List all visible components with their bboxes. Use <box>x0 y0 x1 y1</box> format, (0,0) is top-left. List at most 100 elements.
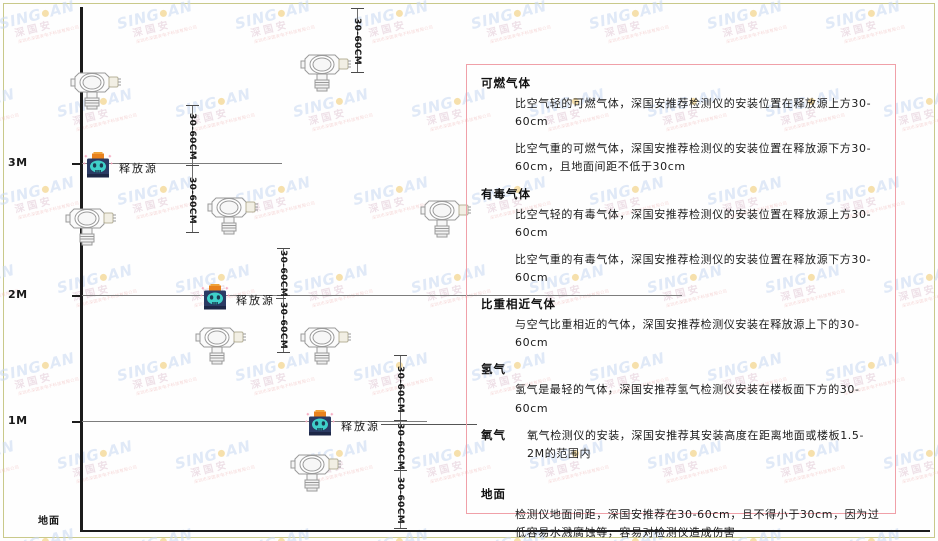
watermark-subtitle: 深圳市深国安电子科技有限公司 <box>843 24 906 45</box>
watermark-dot-icon <box>159 361 168 370</box>
guideline-paragraph: 检测仪地面间距，深国安推荐在30-60cm，且不得小于30cm，因为过低容易水溅… <box>515 507 880 540</box>
watermark-subtitle: 深圳市深国安电子科技有限公司 <box>75 288 138 309</box>
watermark-subtitle: 深圳市深国安电子科技有限公司 <box>135 200 198 221</box>
guideline-heading: 可燃气体 <box>481 76 531 90</box>
watermark-dot-icon <box>925 449 934 458</box>
watermark-subtitle: 深圳市深国安电子科技有限公司 <box>75 464 138 485</box>
gas-detector <box>195 323 251 369</box>
gas-detector <box>70 68 126 114</box>
gas-detector <box>300 50 356 96</box>
y-axis <box>80 7 83 530</box>
watermark-dot-icon <box>867 9 876 18</box>
watermark-chinese: 深国安 <box>189 459 231 480</box>
release-source <box>83 152 113 186</box>
gas-detector-icon <box>300 54 351 92</box>
watermark-dot-icon <box>277 9 286 18</box>
gas-detector-icon <box>70 72 121 110</box>
watermark-dot-icon <box>99 449 108 458</box>
dimension-line <box>400 355 401 528</box>
gas-detector <box>290 450 346 496</box>
axis-label-1m: 1M <box>8 414 28 427</box>
dimension-tick <box>186 232 199 233</box>
watermark-chinese: 深国安 <box>307 283 349 304</box>
guideline-paragraph: 与空气比重相近的气体，深国安推荐检测仪安装在释放源上下的30-60cm <box>515 318 860 350</box>
watermark-dot-icon <box>513 9 522 18</box>
watermark-subtitle: 深圳市深国安电子科技有限公司 <box>193 464 256 485</box>
dimension-label: 30-60CM <box>187 176 197 224</box>
watermark-chinese: 深国安 <box>367 19 409 40</box>
dimension-tick <box>394 420 407 421</box>
watermark-dot-icon <box>453 449 462 458</box>
guideline-heading: 氢气 <box>481 362 506 377</box>
dimension-tick <box>277 248 290 249</box>
gas-detector <box>420 196 476 242</box>
gas-detector-icon <box>290 454 341 492</box>
watermark-dot-icon <box>925 273 934 282</box>
dimension-label: 30-60CM <box>352 18 362 66</box>
watermark-chinese: 深国安 <box>897 283 938 304</box>
watermark-chinese: 深国安 <box>721 19 763 40</box>
watermark-subtitle: 深圳市深国安电子科技有限公司 <box>135 376 198 397</box>
watermark-subtitle: 深圳市深国安电子科技有限公司 <box>253 200 316 221</box>
watermark-dot-icon <box>631 9 640 18</box>
watermark-chinese: 深国安 <box>71 283 113 304</box>
watermark-chinese: 深国安 <box>485 19 527 40</box>
watermark-subtitle: 深圳市深国安电子科技有限公司 <box>135 24 198 45</box>
dimension-line <box>192 105 193 232</box>
watermark-dot-icon <box>217 273 226 282</box>
watermark-chinese: 深国安 <box>307 107 349 128</box>
dimension-tick <box>277 352 290 353</box>
watermark-dot-icon <box>41 185 50 194</box>
guideline-heading: 有毒气体 <box>481 186 531 201</box>
release-source-leader <box>381 424 477 425</box>
release-source <box>305 410 335 444</box>
axis-label-3m: 3M <box>8 156 28 169</box>
watermark-dot-icon <box>159 9 168 18</box>
watermark-chinese: 深国安 <box>71 459 113 480</box>
watermark-dot-icon <box>335 97 344 106</box>
watermark-subtitle: 深圳市深国安电子科技有限公司 <box>371 24 434 45</box>
watermark-dot-icon <box>453 273 462 282</box>
dimension-line <box>357 8 358 72</box>
watermark-subtitle: 深圳市深国安电子科技有限公司 <box>489 24 552 45</box>
watermark-dot-icon <box>277 361 286 370</box>
watermark-subtitle: 深圳市深国安电子科技有限公司 <box>253 376 316 397</box>
watermark-dot-icon <box>41 9 50 18</box>
gas-detector <box>65 204 121 250</box>
guideline-paragraph: 比空气重的有毒气体，深国安推荐检测仪的安装位置在释放源下方30-60cm <box>515 252 872 284</box>
watermark-chinese: 深国安 <box>897 107 938 128</box>
watermark-subtitle: 深圳市深国安电子科技有限公司 <box>193 112 256 133</box>
watermark-subtitle: 深圳市深国安电子科技有限公司 <box>901 464 938 485</box>
dimension-tick <box>277 295 290 296</box>
dimension-tick <box>351 72 364 73</box>
axis-tick <box>72 295 81 297</box>
watermark-dot-icon <box>217 449 226 458</box>
dimension-tick <box>394 528 407 529</box>
